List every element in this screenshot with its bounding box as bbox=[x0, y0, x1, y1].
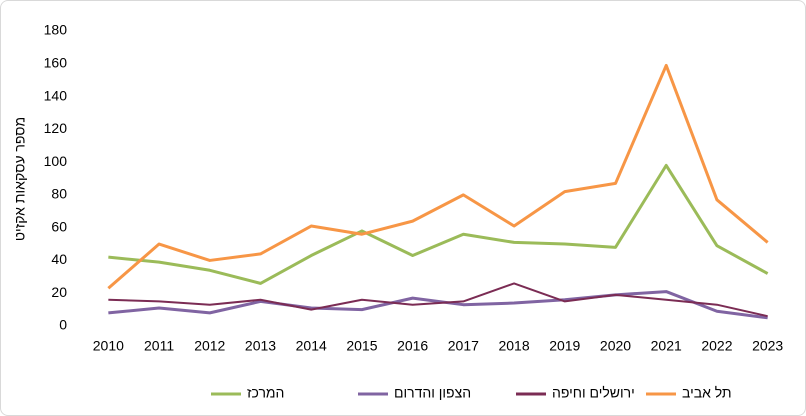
x-tick-label: 2011 bbox=[144, 338, 174, 354]
y-tick-label: 20 bbox=[51, 284, 67, 300]
series-line bbox=[108, 163, 769, 285]
legend-label: הצפון והדרום bbox=[394, 385, 471, 401]
y-tick-label: 60 bbox=[51, 218, 67, 234]
y-tick-label: 160 bbox=[44, 54, 68, 70]
x-tick-label: 2012 bbox=[194, 338, 225, 354]
x-tick-label: 2022 bbox=[701, 338, 732, 354]
series-line bbox=[107, 63, 769, 290]
y-tick-label: 40 bbox=[51, 251, 67, 267]
y-tick-label: 100 bbox=[44, 153, 68, 169]
x-tick-label: 2010 bbox=[93, 338, 124, 354]
y-tick-label: 140 bbox=[44, 87, 68, 103]
x-tick-label: 2015 bbox=[346, 338, 377, 354]
series-line bbox=[108, 290, 768, 320]
y-tick-label: 180 bbox=[44, 22, 68, 38]
y-tick-label: 0 bbox=[59, 317, 67, 333]
y-axis-title: מספר עסקאות אקזיט bbox=[12, 117, 28, 241]
legend-label: המרכז bbox=[247, 385, 284, 401]
x-tick-label: 2016 bbox=[397, 338, 428, 354]
x-tick-label: 2013 bbox=[245, 338, 276, 354]
legend-label: תל אביב bbox=[682, 385, 732, 401]
series-line bbox=[108, 282, 768, 318]
x-tick-label: 2018 bbox=[498, 338, 529, 354]
x-tick-label: 2014 bbox=[296, 338, 327, 354]
x-tick-label: 2019 bbox=[549, 338, 580, 354]
y-tick-label: 80 bbox=[51, 186, 67, 202]
x-tick-label: 2017 bbox=[448, 338, 479, 354]
x-tick-label: 2021 bbox=[651, 338, 682, 354]
y-tick-label: 120 bbox=[44, 120, 68, 136]
x-tick-label: 2020 bbox=[600, 338, 631, 354]
legend-label: ירושלים וחיפה bbox=[552, 385, 635, 401]
x-tick-label: 2023 bbox=[752, 338, 783, 354]
